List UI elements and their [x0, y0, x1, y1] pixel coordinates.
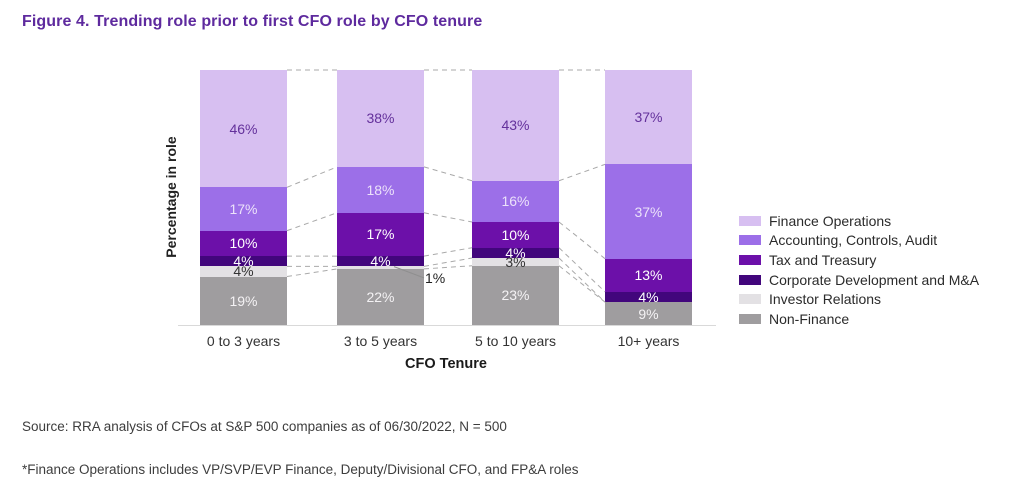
legend-swatch: [739, 274, 761, 285]
x-axis-line: [178, 325, 716, 326]
segment-non-finance: 9%: [605, 302, 692, 325]
connector-dashed-line: [423, 166, 473, 182]
legend-label: Non-Finance: [769, 310, 850, 327]
segment-label: 4%: [638, 288, 659, 305]
segment-label: 4%: [370, 253, 391, 270]
segment-finance-operations: 43%: [472, 70, 559, 181]
footnote: *Finance Operations includes VP/SVP/EVP …: [22, 462, 579, 477]
segment-investor-relations: 4%: [200, 263, 287, 280]
connector-dashed-line: [286, 268, 338, 278]
legend-item-finance-operations: Finance Operations: [739, 211, 979, 231]
x-axis-title: CFO Tenure: [405, 356, 487, 372]
connector-dashed-line: [558, 247, 606, 293]
segment-label: 43%: [501, 117, 530, 134]
segment-label: 38%: [366, 110, 395, 127]
segment-tax-and-treasury: 17%: [337, 212, 424, 257]
legend-item-investor-relations: Investor Relations: [739, 289, 979, 309]
bar-3-to-5-years: 38% 18% 17% 4% 22%: [337, 70, 424, 325]
legend-swatch: [739, 254, 761, 265]
segment-corporate-development-and-m-a: 4%: [337, 253, 424, 270]
legend-label: Investor Relations: [769, 291, 882, 308]
connector-dashed-line: [423, 257, 473, 267]
legend: Finance Operations Accounting, Controls, …: [739, 211, 979, 329]
x-tick-label-0-to-3-years: 0 to 3 years: [206, 333, 281, 349]
segment-label: 23%: [501, 287, 530, 304]
segment-tax-and-treasury: 13%: [605, 258, 692, 292]
segment-label: 18%: [366, 181, 395, 198]
legend-swatch: [739, 215, 761, 226]
segment-label: 10%: [229, 235, 258, 252]
legend-label: Tax and Treasury: [769, 251, 877, 268]
segment-label: 19%: [229, 292, 258, 309]
legend-item-accounting-controls-audit: Accounting, Controls, Audit: [739, 231, 979, 251]
segment-label: 17%: [366, 226, 395, 243]
legend-label: Accounting, Controls, Audit: [769, 232, 938, 249]
connector-dashed-line: [558, 163, 606, 182]
x-tick-label-3-to-5-years: 3 to 5 years: [343, 333, 418, 349]
connector-dashed-line: [286, 166, 338, 188]
source-note: Source: RRA analysis of CFOs at S&P 500 …: [22, 419, 507, 434]
segment-non-finance: 19%: [200, 276, 287, 325]
figure-title: Figure 4. Trending role prior to first C…: [22, 13, 483, 30]
connector-dashed-line: [558, 257, 606, 303]
segment-label: 4%: [233, 253, 254, 270]
segment-label: 4%: [233, 263, 254, 280]
segment-tax-and-treasury: 10%: [200, 230, 287, 257]
segment-investor-relations: 3%: [472, 253, 559, 270]
segment-finance-operations: 46%: [200, 70, 287, 188]
segment-tax-and-treasury: 10%: [472, 221, 559, 248]
connector-dashed-line: [558, 221, 606, 260]
plot-area: 46% 17% 10% 4% 4% 19% 0 to 3 years 1% 38% 18% 17% 4…: [200, 69, 692, 349]
connector-dashed-line: [423, 212, 473, 223]
segment-accounting-controls-audit: 37%: [605, 164, 692, 259]
segment-accounting-controls-audit: 16%: [472, 180, 559, 222]
legend-item-tax-and-treasury: Tax and Treasury: [739, 250, 979, 270]
segment-accounting-controls-audit: 17%: [200, 187, 287, 231]
legend-label: Finance Operations: [769, 212, 892, 229]
segment-accounting-controls-audit: 18%: [337, 166, 424, 213]
segment-label: 10%: [501, 226, 530, 243]
segment-label: 16%: [501, 193, 530, 210]
legend-swatch: [739, 313, 761, 324]
segment-corporate-development-and-m-a: 4%: [605, 288, 692, 305]
segment-finance-operations: 38%: [337, 70, 424, 167]
connector-dashed-line: [423, 247, 473, 257]
segment-label: 37%: [634, 109, 663, 126]
bar-0-to-3-years: 46% 17% 10% 4% 4% 19%: [200, 70, 287, 325]
segment-non-finance: 22%: [337, 268, 424, 325]
legend-item-non-finance: Non-Finance: [739, 309, 979, 329]
x-tick-label-5-to-10-years: 5 to 10 years: [475, 333, 556, 349]
segment-label: 4%: [505, 244, 526, 261]
segment-corporate-development-and-m-a: 4%: [472, 244, 559, 261]
y-axis-title: Percentage in role: [163, 136, 179, 258]
connector-dashed-line: [423, 265, 473, 270]
legend-swatch: [739, 235, 761, 246]
bar-5-to-10-years: 43% 16% 10% 4% 3% 23%: [472, 70, 559, 325]
connector-dashed-line: [286, 212, 338, 232]
segment-corporate-development-and-m-a: 4%: [200, 253, 287, 270]
segment-investor-relations: [337, 266, 424, 269]
x-tick-label-10-years: 10+ years: [617, 333, 680, 349]
legend-item-corporate-development-and-m-a: Corporate Development and M&A: [739, 270, 979, 290]
segment-label: 46%: [229, 120, 258, 137]
segment-label-external: 1%: [425, 269, 446, 286]
legend-label: Corporate Development and M&A: [769, 271, 980, 288]
connector-dashed-line: [558, 265, 606, 303]
segment-label: 3%: [505, 253, 526, 270]
segment-label: 13%: [634, 267, 663, 284]
legend-swatch: [739, 294, 761, 305]
segment-non-finance: 23%: [472, 265, 559, 325]
segment-label: 17%: [229, 200, 258, 217]
segment-label: 37%: [634, 203, 663, 220]
bar-10-years: 37% 37% 13% 4% 9%: [605, 70, 692, 325]
segment-label: 9%: [638, 305, 659, 322]
segment-label: 22%: [366, 288, 395, 305]
segment-finance-operations: 37%: [605, 70, 692, 165]
